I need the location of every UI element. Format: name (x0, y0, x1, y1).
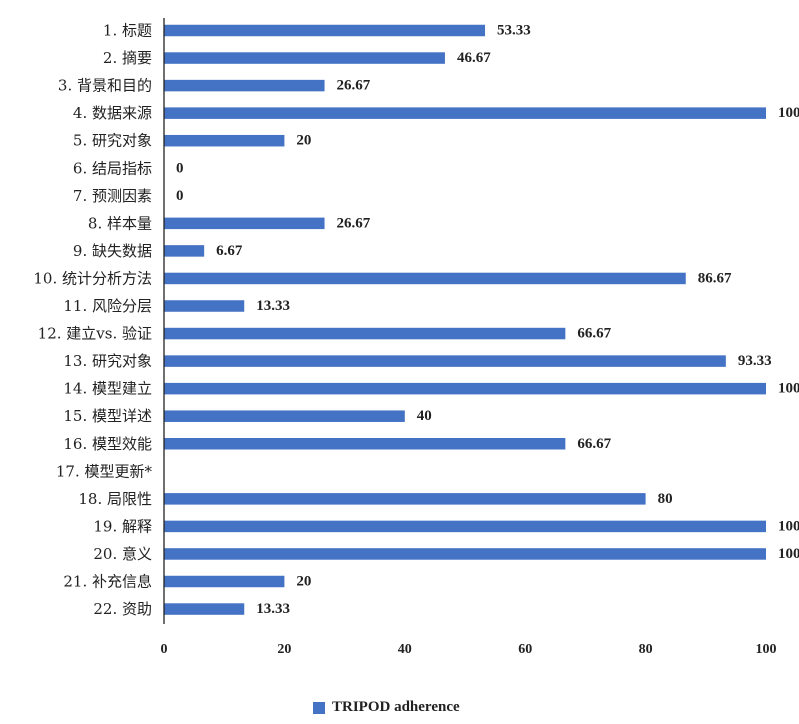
bar (164, 548, 766, 560)
bar (164, 79, 325, 92)
bar (164, 520, 766, 533)
bar (164, 217, 325, 230)
category-label: 17. 模型更新* (56, 462, 153, 480)
x-tick-label: 80 (639, 642, 653, 657)
category-label: 1. 标题 (103, 22, 152, 40)
bar (164, 493, 646, 505)
category-label: 2. 摘要 (103, 49, 152, 67)
category-label: 16. 模型效能 (63, 435, 152, 453)
data-label: 100 (778, 518, 799, 534)
data-label: 13.33 (256, 298, 290, 314)
data-label: 13.33 (256, 601, 290, 617)
bar (164, 382, 766, 395)
data-label: 100 (778, 546, 799, 562)
category-labels: 1. 标题 2. 摘要 3. 背景和目的 4. 数据来源 5. 研究对象 6. 结局指标 7… (33, 22, 152, 619)
data-label: 66.67 (577, 436, 611, 452)
x-tick-label: 20 (277, 642, 291, 657)
category-label: 7. 预测因素 (73, 187, 152, 205)
category-label: 11. 风险分层 (63, 297, 152, 315)
x-tick-label: 0 (161, 642, 168, 657)
bar (164, 24, 486, 37)
category-label: 18. 局限性 (78, 490, 152, 508)
data-label: 0 (176, 160, 184, 176)
data-label: 93.33 (738, 353, 772, 369)
legend-label: TRIPOD adherence (332, 699, 460, 715)
bar (164, 272, 686, 285)
data-label: 6.67 (216, 243, 243, 259)
legend: TRIPOD adherence (313, 699, 460, 716)
bar (164, 603, 245, 615)
category-label: 13. 研究对象 (63, 352, 152, 370)
data-label: 46.67 (457, 50, 491, 66)
category-label: 15. 模型详述 (63, 407, 152, 425)
bar (164, 410, 405, 422)
category-label: 20. 意义 (93, 545, 152, 563)
x-axis-ticks: 0 20 40 60 80 100 (161, 642, 777, 657)
data-label: 20 (296, 574, 311, 590)
value-labels: 53.33 46.67 26.67 100 20 0 0 26.67 6.67 86.67 13.3… (176, 23, 799, 618)
bar (164, 107, 766, 119)
bars (164, 24, 766, 615)
category-label: 9. 缺失数据 (73, 242, 152, 260)
data-label: 86.67 (698, 270, 732, 286)
bar (164, 52, 445, 64)
category-label: 10. 统计分析方法 (33, 269, 152, 287)
data-label: 0 (176, 188, 184, 204)
data-label: 100 (778, 381, 799, 397)
bar (164, 575, 285, 588)
bar (164, 245, 205, 257)
category-label: 14. 模型建立 (63, 380, 152, 398)
data-label: 20 (296, 133, 311, 149)
category-label: 12. 建立vs. 验证 (38, 325, 152, 343)
category-label: 3. 背景和目的 (58, 77, 152, 95)
category-label: 6. 结局指标 (73, 159, 152, 177)
data-label: 40 (417, 408, 432, 424)
bar (164, 134, 285, 147)
category-label: 19. 解释 (93, 517, 152, 535)
data-label: 80 (658, 491, 673, 507)
data-label: 100 (778, 105, 799, 121)
legend-swatch (313, 701, 325, 714)
bar (164, 355, 726, 367)
bar (164, 438, 566, 450)
x-tick-label: 40 (398, 642, 412, 657)
data-label: 26.67 (337, 78, 371, 94)
bar (164, 327, 566, 340)
data-label: 66.67 (577, 326, 611, 342)
data-label: 26.67 (337, 215, 371, 231)
category-label: 21. 补充信息 (63, 573, 152, 591)
x-tick-label: 60 (518, 642, 532, 657)
category-label: 4. 数据来源 (73, 104, 152, 122)
data-label: 53.33 (497, 23, 531, 39)
category-label: 8. 样本量 (88, 214, 152, 232)
category-label: 22. 资助 (93, 600, 152, 618)
category-label: 5. 研究对象 (73, 132, 152, 150)
bar (164, 300, 245, 312)
x-tick-label: 100 (756, 642, 777, 657)
